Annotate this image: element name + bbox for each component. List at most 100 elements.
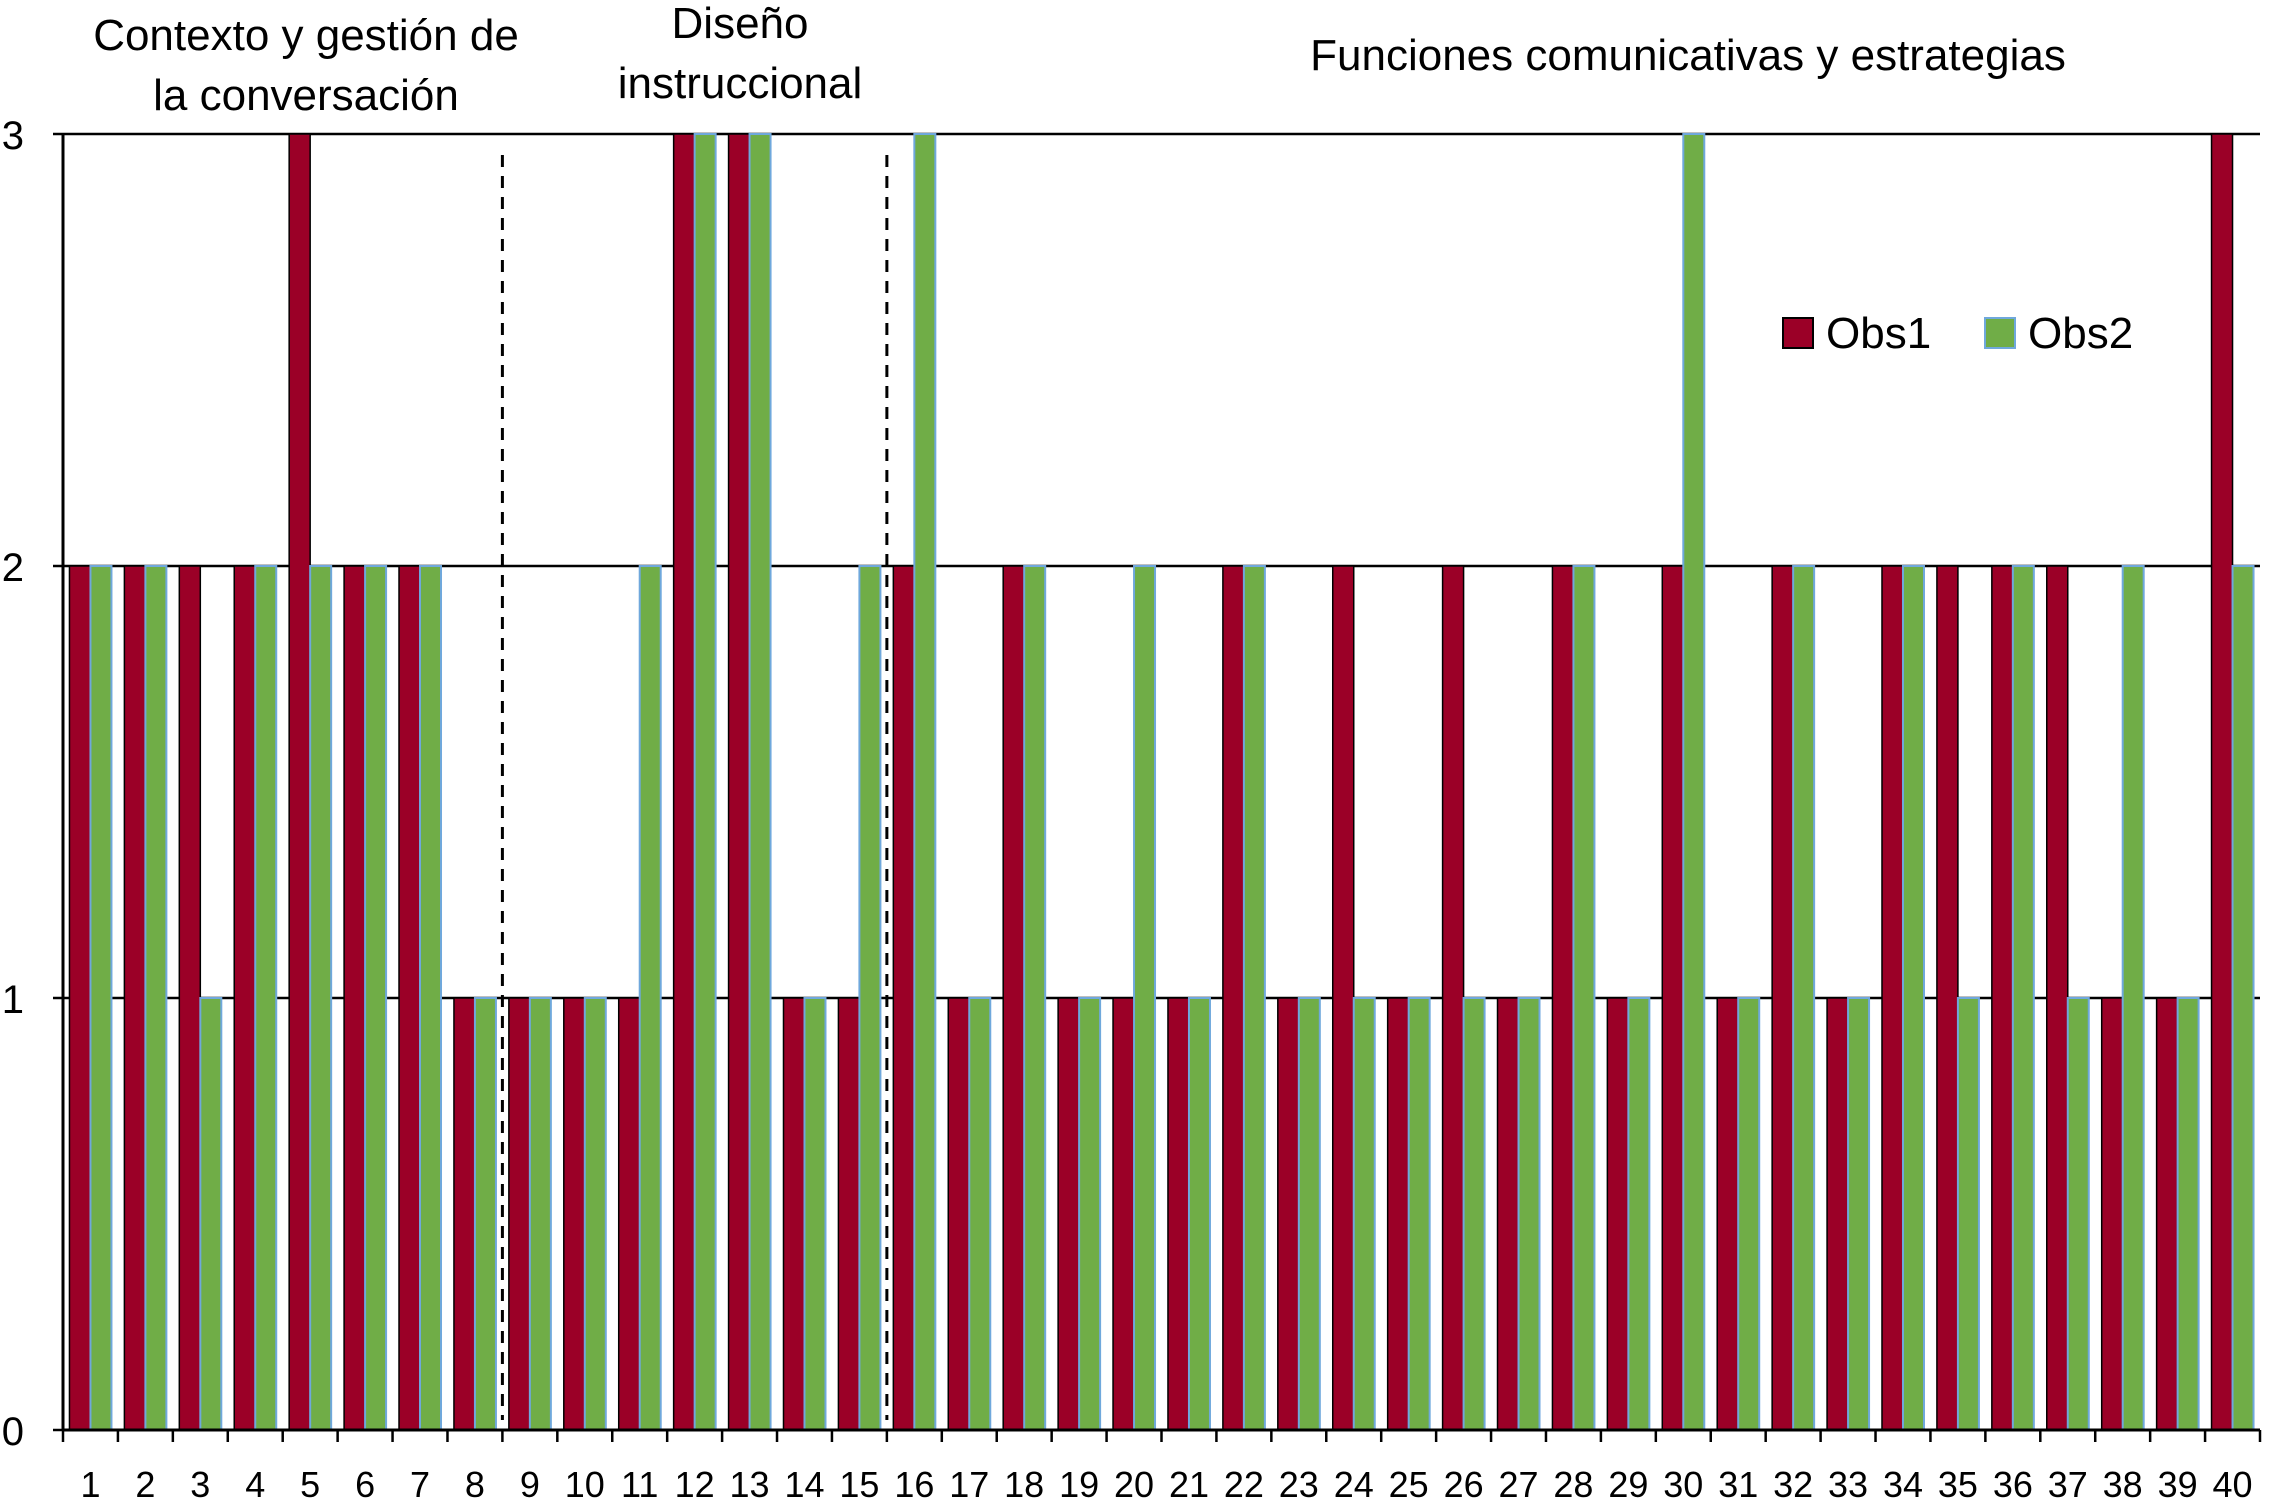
bar-obs2-13 [748, 133, 772, 1431]
bar-obs1-10 [563, 997, 586, 1431]
bar-obs1-7 [398, 565, 421, 1431]
bar-obs1-21 [1167, 997, 1190, 1431]
bar-obs1-22 [1222, 565, 1245, 1431]
bar-obs2-21 [1187, 997, 1211, 1431]
bar-obs1-29 [1606, 997, 1630, 1431]
bar-obs2-37 [2066, 997, 2090, 1431]
x-tick-label-14: 14 [784, 1464, 824, 1505]
bar-obs2-34 [1901, 565, 1925, 1431]
bar-obs2-1 [89, 565, 113, 1431]
bar-obs2-10 [583, 997, 607, 1431]
bar-obs2-6 [364, 565, 388, 1431]
bar-obs1-24 [1331, 565, 1355, 1431]
bar-obs2-29 [1627, 997, 1651, 1431]
section-label-contexto-line1: Contexto y gestión de [93, 11, 519, 60]
x-tick-label-29: 29 [1608, 1464, 1648, 1505]
bar-obs1-15 [837, 997, 861, 1431]
section-label-funciones: Funciones comunicativas y estrategias [1310, 31, 2066, 80]
x-tick-label-33: 33 [1828, 1464, 1868, 1505]
bar-obs1-23 [1277, 997, 1300, 1431]
bar-obs1-13 [727, 133, 751, 1431]
bar-obs1-8 [453, 997, 476, 1431]
x-tick-label-22: 22 [1224, 1464, 1264, 1505]
x-tick-label-10: 10 [565, 1464, 605, 1505]
bar-obs1-32 [1771, 565, 1794, 1431]
legend: Obs1 Obs2 [1782, 309, 2133, 358]
bar-obs2-33 [1847, 997, 1871, 1431]
bar-obs2-23 [1297, 997, 1321, 1431]
x-tick-label-28: 28 [1553, 1464, 1593, 1505]
legend-label-obs2: Obs2 [2028, 309, 2133, 358]
bar-obs1-4 [233, 565, 256, 1431]
bar-obs2-4 [254, 565, 278, 1431]
x-tick-label-16: 16 [894, 1464, 934, 1505]
bar-obs1-37 [2046, 565, 2069, 1431]
y-tick-label-0: 0 [2, 1410, 24, 1454]
y-tick-label-1: 1 [2, 978, 24, 1022]
x-tick-label-21: 21 [1169, 1464, 1209, 1505]
x-tick-label-11: 11 [621, 1464, 658, 1505]
bar-obs1-39 [2155, 997, 2179, 1431]
bar-obs1-34 [1881, 565, 1904, 1431]
x-tick-label-23: 23 [1279, 1464, 1319, 1505]
x-tick-label-20: 20 [1114, 1464, 1154, 1505]
bar-obs2-15 [858, 565, 882, 1431]
bar-obs1-27 [1496, 997, 1520, 1431]
x-tick-label-26: 26 [1444, 1464, 1484, 1505]
x-tick-label-24: 24 [1334, 1464, 1374, 1505]
bar-obs1-6 [343, 565, 366, 1431]
x-tick-label-19: 19 [1059, 1464, 1099, 1505]
bar-obs2-22 [1242, 565, 1266, 1431]
bar-obs2-26 [1462, 997, 1486, 1431]
x-tick-label-34: 34 [1883, 1464, 1923, 1505]
x-tick-label-25: 25 [1389, 1464, 1429, 1505]
section-label-diseno-line1: Diseño [672, 0, 809, 48]
bar-obs1-20 [1112, 997, 1135, 1431]
bar-obs1-19 [1057, 997, 1080, 1431]
bar-obs2-28 [1572, 565, 1596, 1431]
x-tick-label-18: 18 [1004, 1464, 1044, 1505]
x-tick-label-7: 7 [410, 1464, 430, 1505]
bar-obs1-11 [617, 997, 641, 1431]
bar-obs2-24 [1352, 997, 1376, 1431]
bar-obs1-9 [508, 997, 531, 1431]
x-tick-label-39: 39 [2158, 1464, 2198, 1505]
x-tick-label-4: 4 [245, 1464, 265, 1505]
x-tick-label-9: 9 [520, 1464, 540, 1505]
x-tick-label-5: 5 [300, 1464, 320, 1505]
bar-obs1-16 [892, 565, 916, 1431]
x-tick-label-6: 6 [355, 1464, 375, 1505]
bar-obs1-33 [1826, 997, 1849, 1431]
bar-obs2-3 [199, 997, 223, 1431]
x-tick-label-2: 2 [135, 1464, 155, 1505]
bar-obs1-36 [1991, 565, 2014, 1431]
bar-obs1-40 [2210, 133, 2234, 1431]
bar-obs1-31 [1716, 997, 1739, 1431]
x-tick-label-30: 30 [1663, 1464, 1703, 1505]
x-tick-label-38: 38 [2103, 1464, 2143, 1505]
bar-obs1-17 [947, 997, 971, 1431]
bar-obs1-1 [68, 565, 92, 1431]
bar-obs2-16 [913, 133, 937, 1431]
bar-obs1-5 [288, 133, 311, 1431]
x-tick-label-1: 1 [80, 1464, 100, 1505]
bar-obs1-26 [1441, 565, 1465, 1431]
bar-obs1-14 [782, 997, 806, 1431]
bar-obs2-36 [2011, 565, 2035, 1431]
bar-obs2-17 [968, 997, 992, 1431]
bar-obs2-14 [803, 997, 827, 1431]
bar-obs1-30 [1661, 565, 1685, 1431]
bar-obs1-25 [1386, 997, 1410, 1431]
bar-obs1-18 [1002, 565, 1025, 1431]
x-tick-label-12: 12 [675, 1464, 715, 1505]
bar-obs2-8 [473, 997, 497, 1431]
bar-obs2-5 [309, 565, 333, 1431]
bar-obs2-7 [419, 565, 443, 1431]
x-tick-label-17: 17 [949, 1464, 989, 1505]
section-label-contexto-line2: la conversación [153, 71, 459, 120]
x-tick-label-32: 32 [1773, 1464, 1813, 1505]
bar-obs2-2 [144, 565, 168, 1431]
y-tick-label-3: 3 [2, 114, 24, 158]
bar-obs1-3 [178, 565, 202, 1431]
x-tick-label-31: 31 [1718, 1464, 1758, 1505]
